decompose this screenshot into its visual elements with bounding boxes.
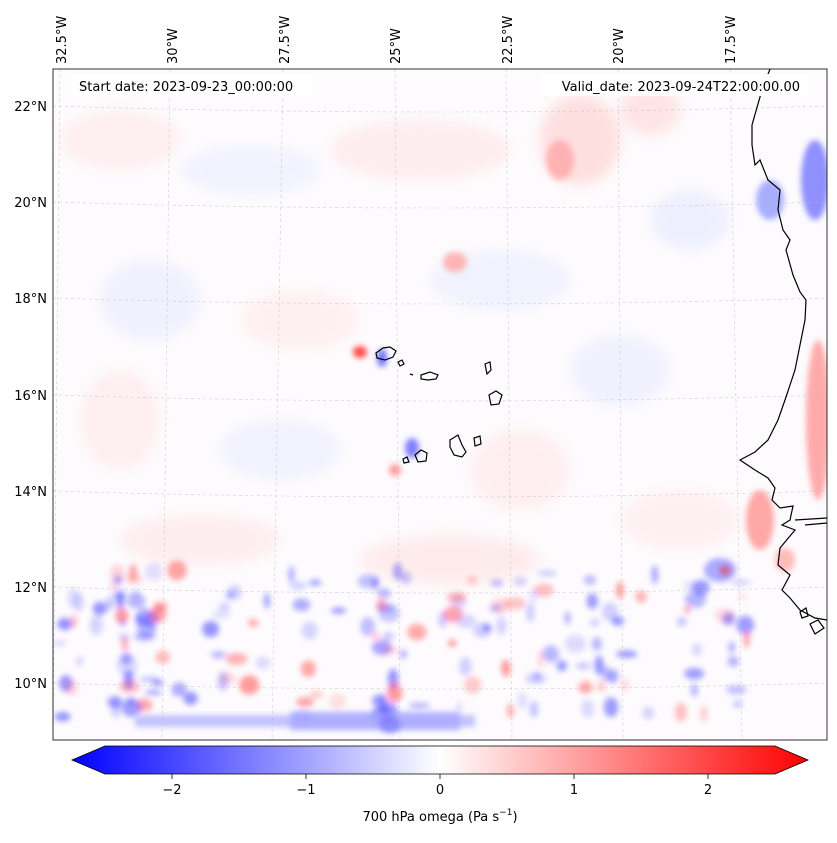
map-background <box>53 69 827 740</box>
lon-label: 22.5°W <box>501 16 516 64</box>
valid-date-box <box>540 74 808 96</box>
lon-label: 32.5°W <box>55 16 70 64</box>
island-santiago <box>449 434 467 458</box>
lat-label: 18°N <box>14 292 47 307</box>
island-santo-antao <box>375 346 397 361</box>
map-gridlines <box>53 69 827 740</box>
omega-field <box>53 85 827 733</box>
colorbar: −2 −1 0 1 2 700 hPa omega (Pa s−1) <box>70 745 810 825</box>
latitude-labels: 22°N 20°N 18°N 16°N 14°N 12°N 10°N <box>14 100 47 692</box>
lat-label: 16°N <box>14 389 47 404</box>
lon-label: 27.5°W <box>278 16 293 64</box>
island-boa-vista <box>488 390 503 406</box>
colorbar-ticks <box>171 774 709 779</box>
island-maio <box>473 435 482 447</box>
lon-label: 17.5°W <box>724 16 739 64</box>
lat-label: 10°N <box>14 677 47 692</box>
lon-label: 20°W <box>612 28 627 64</box>
colorbar-body <box>70 745 810 775</box>
longitude-labels: 32.5°W 30°W 27.5°W 25°W 22.5°W 20°W 17.5… <box>55 16 739 64</box>
map-plot-area <box>53 69 827 740</box>
lat-label: 20°N <box>14 196 47 211</box>
lon-label: 25°W <box>389 28 404 64</box>
valid-date-label: Valid_date: 2023-09-24T22:00:00.00 <box>562 80 800 95</box>
island-fogo <box>414 449 428 463</box>
lat-label: 14°N <box>14 485 47 500</box>
lat-label: 12°N <box>14 581 47 596</box>
colorbar-tick-label: −1 <box>296 783 315 798</box>
island-sao-nicolau <box>420 371 439 381</box>
colorbar-label: 700 hPa omega (Pa s−1) <box>362 808 517 825</box>
colorbar-tick-labels: −2 −1 0 1 2 <box>162 783 712 798</box>
island-sao-vicente <box>397 359 405 367</box>
colorbar-tick-label: 0 <box>436 783 444 798</box>
island-brava <box>402 456 410 464</box>
lat-label: 22°N <box>14 100 47 115</box>
coastlines <box>375 69 827 635</box>
colorbar-tick-label: −2 <box>162 783 181 798</box>
start-date-box <box>72 74 312 96</box>
lon-label: 30°W <box>166 28 181 64</box>
island-sal <box>484 361 492 376</box>
africa-coastline <box>738 69 827 621</box>
map-frame <box>52 68 828 741</box>
colorbar-tick-label: 1 <box>570 783 578 798</box>
start-date-label: Start date: 2023-09-23_00:00:00 <box>79 80 293 95</box>
colorbar-tick-label: 2 <box>704 783 712 798</box>
